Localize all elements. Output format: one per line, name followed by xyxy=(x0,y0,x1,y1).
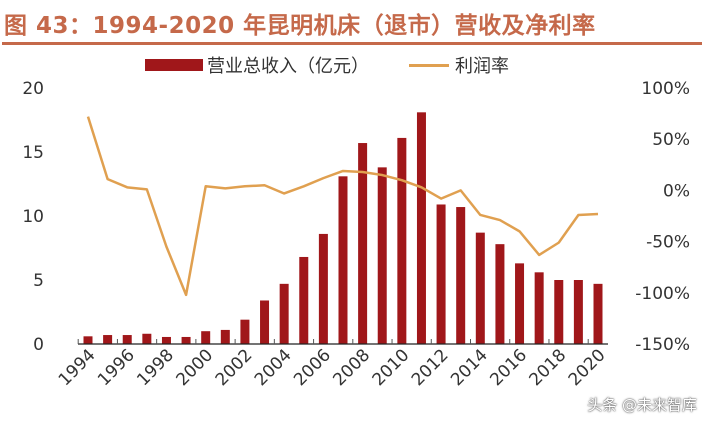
bar-2006 xyxy=(318,233,328,344)
right-tick-label: 100% xyxy=(641,79,690,99)
x-tick-label: 2012 xyxy=(408,345,453,390)
title-divider xyxy=(2,42,702,45)
left-tick-label: 5 xyxy=(33,271,44,291)
bar-2010 xyxy=(397,137,407,344)
bar-2017 xyxy=(534,272,544,344)
legend-swatch-margin xyxy=(409,63,449,67)
x-tick-label: 2002 xyxy=(212,345,257,390)
x-tick-label: 2020 xyxy=(565,345,610,390)
x-tick-label: 2014 xyxy=(447,345,492,390)
bar-1998 xyxy=(161,336,171,344)
bar-2001 xyxy=(220,329,230,344)
left-tick-label: 20 xyxy=(22,79,44,99)
x-tick-label: 2004 xyxy=(251,345,296,390)
bar-1996 xyxy=(122,335,132,344)
left-tick-label: 0 xyxy=(33,335,44,355)
legend-swatch-revenue xyxy=(145,59,203,71)
bar-2002 xyxy=(240,319,250,344)
bar-2013 xyxy=(456,207,466,344)
bar-2014 xyxy=(475,232,485,344)
bar-2008 xyxy=(358,143,368,344)
bar-2005 xyxy=(299,256,309,344)
bar-2012 xyxy=(436,204,446,344)
x-tick-label: 1996 xyxy=(94,345,139,390)
left-tick-label: 10 xyxy=(22,207,44,227)
bar-2019 xyxy=(573,280,583,344)
bar-1999 xyxy=(181,336,191,344)
bar-2015 xyxy=(495,244,505,344)
chart-title: 图 43：1994-2020 年昆明机床（退市）营收及净利率 xyxy=(4,13,596,39)
right-tick-label: 0% xyxy=(663,181,690,201)
bar-2004 xyxy=(279,283,289,344)
bar-2018 xyxy=(554,280,564,344)
bar-2016 xyxy=(515,263,525,344)
left-tick-label: 15 xyxy=(22,143,44,163)
watermark: 头条 @未来智库 xyxy=(587,396,697,414)
bar-2009 xyxy=(377,167,387,344)
right-tick-label: 50% xyxy=(652,130,690,150)
bar-2000 xyxy=(201,331,211,344)
legend-label-margin: 利润率 xyxy=(455,56,509,77)
bar-1997 xyxy=(142,333,152,344)
x-tick-label: 2016 xyxy=(486,345,531,390)
x-tick-label: 2018 xyxy=(526,345,571,390)
right-tick-label: -50% xyxy=(646,233,690,253)
x-tick-label: 2010 xyxy=(369,345,414,390)
right-tick-label: -100% xyxy=(635,284,690,304)
bar-2007 xyxy=(338,176,348,344)
bar-2011 xyxy=(416,112,426,344)
bar-1994 xyxy=(83,336,93,344)
x-tick-label: 2006 xyxy=(290,345,335,390)
x-tick-label: 1998 xyxy=(133,345,178,390)
legend-label-revenue: 营业总收入（亿元） xyxy=(207,56,369,77)
bar-2003 xyxy=(260,300,270,344)
bar-2020 xyxy=(593,283,603,344)
legend: 营业总收入（亿元） 利润率 xyxy=(145,52,509,78)
bar-1995 xyxy=(103,335,113,344)
x-tick-label: 2000 xyxy=(172,345,217,390)
x-tick-label: 1994 xyxy=(55,345,100,390)
x-tick-label: 2008 xyxy=(329,345,374,390)
right-tick-label: -150% xyxy=(635,335,690,355)
